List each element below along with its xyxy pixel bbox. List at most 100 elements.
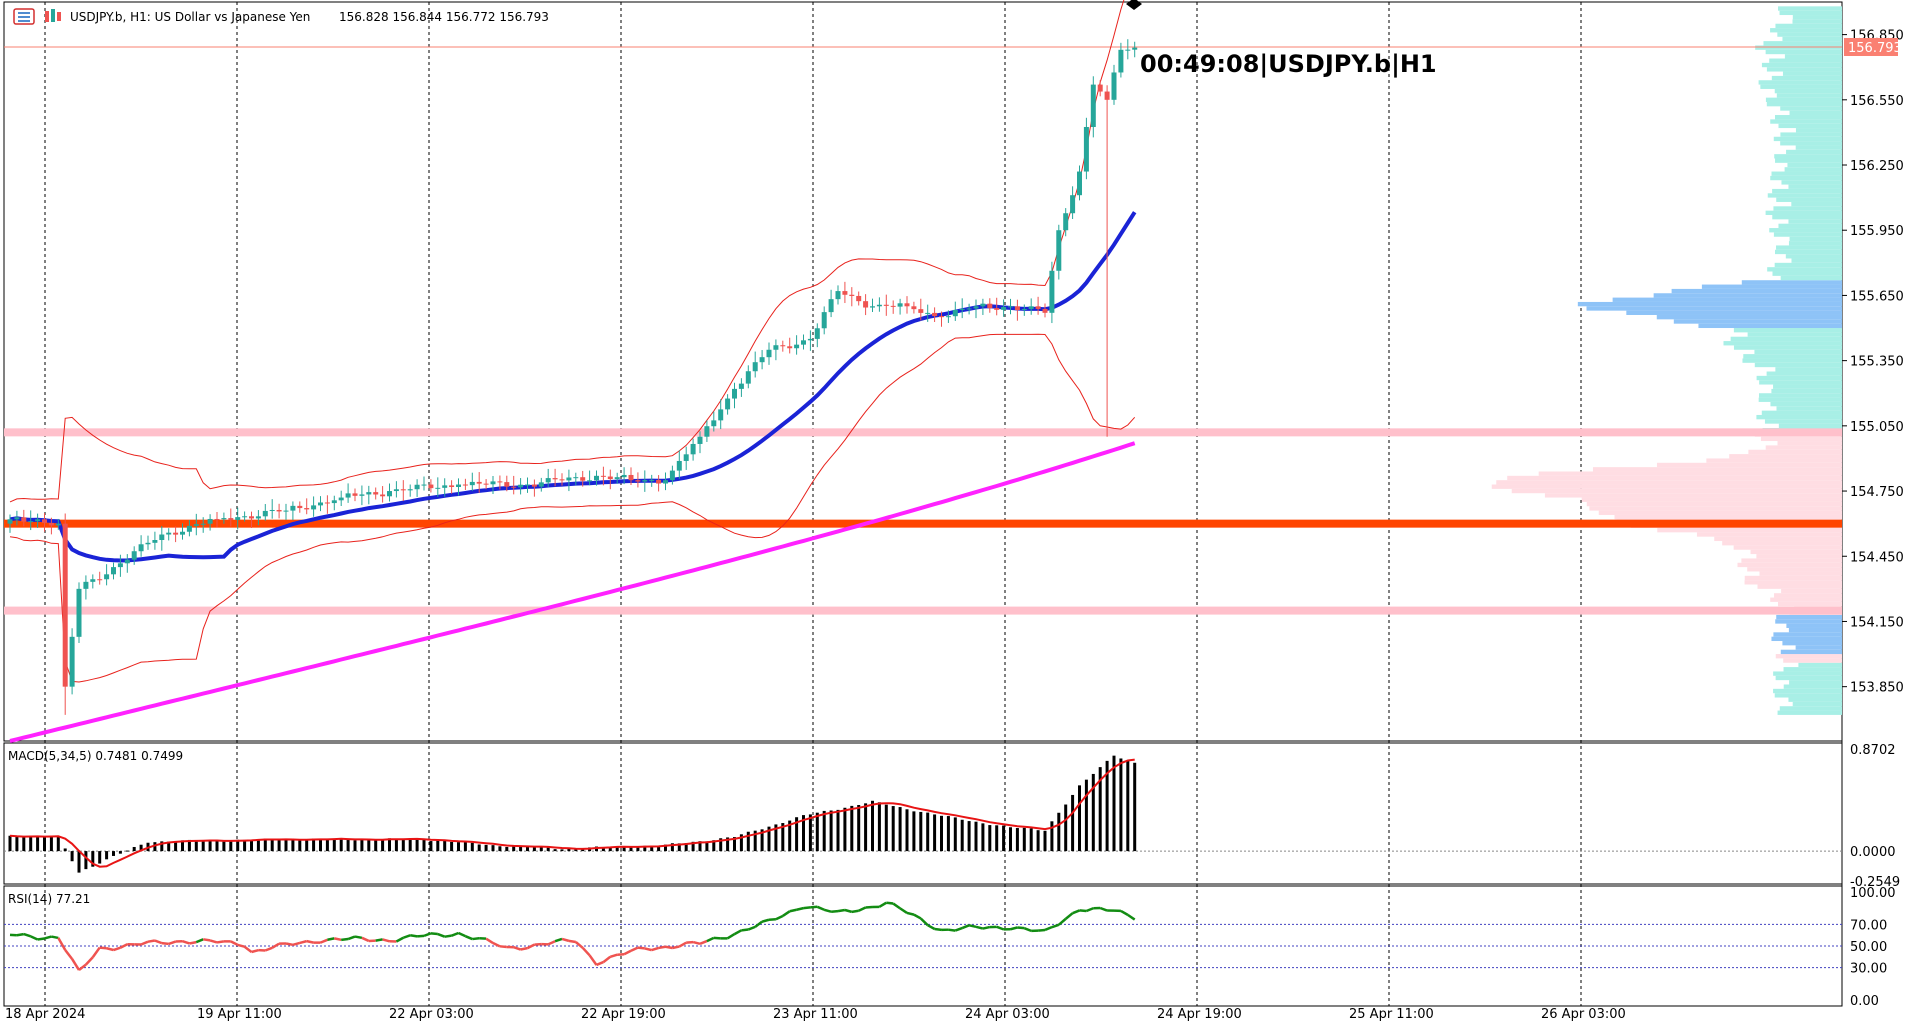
- rsi-segment: [1037, 928, 1046, 932]
- macd-bar: [546, 847, 550, 852]
- rsi-segment: [975, 925, 984, 930]
- rsi-segment: [672, 945, 680, 950]
- rsi-segment: [216, 940, 225, 944]
- volume-profile-bar: [1756, 554, 1842, 559]
- candle-body: [801, 340, 806, 345]
- macd-bar: [526, 846, 529, 852]
- rsi-segment: [457, 931, 466, 938]
- macd-bar: [670, 843, 674, 852]
- candle-body: [345, 493, 351, 498]
- levels-layer: [4, 46, 1842, 615]
- volume-profile-bar: [1760, 84, 1842, 89]
- macd-bar: [519, 845, 523, 852]
- rsi-segment: [816, 905, 825, 911]
- candle-body: [614, 477, 620, 480]
- rsi-segment: [99, 946, 107, 950]
- volume-profile-bar: [1598, 510, 1842, 515]
- volume-profile-bar: [1777, 32, 1842, 37]
- candle-body: [380, 494, 386, 497]
- volume-profile-bar: [1777, 710, 1842, 715]
- volume-profile-bar: [1766, 371, 1842, 376]
- volume-profile-bar: [1765, 210, 1842, 216]
- candle-body: [1090, 84, 1096, 127]
- candle-body: [104, 574, 110, 580]
- rsi-segment: [609, 953, 618, 958]
- candle-body: [656, 479, 662, 484]
- rsi-segment: [954, 926, 963, 932]
- candle-body: [269, 509, 275, 511]
- rsi-segment: [423, 932, 432, 938]
- candle-body: [159, 534, 165, 541]
- macd-bar: [574, 848, 578, 852]
- rsi-segment: [430, 932, 438, 936]
- rsi-segment: [382, 938, 390, 943]
- macd-tick-label: -0.2549: [1850, 875, 1900, 890]
- candle-body: [1049, 270, 1055, 313]
- rsi-segment: [754, 920, 763, 928]
- candle-body: [856, 295, 862, 302]
- macd-bar: [739, 834, 743, 852]
- macd-bar: [539, 846, 543, 852]
- macd-bar: [187, 839, 191, 852]
- rsi-segment: [347, 935, 356, 941]
- macd-bar: [1112, 755, 1116, 852]
- volume-profile-bar: [1795, 145, 1842, 150]
- rsi-segment: [775, 914, 784, 921]
- candle-body: [787, 346, 793, 349]
- rsi-segment: [1064, 912, 1074, 920]
- volume-profile-bar: [1775, 619, 1842, 624]
- volume-profile-bar: [1773, 136, 1842, 142]
- rsi-segment: [520, 946, 528, 951]
- candle-body: [469, 481, 475, 486]
- candle-body: [428, 484, 434, 489]
- candle-body: [1056, 230, 1062, 271]
- volume-profile-bar: [1765, 49, 1842, 55]
- y-tick-label: 155.350: [1850, 355, 1904, 370]
- candle-body: [435, 487, 441, 489]
- candle-body: [759, 357, 765, 363]
- macd-bar: [677, 843, 681, 852]
- candle-body: [766, 349, 772, 358]
- rsi-segment: [285, 942, 294, 947]
- rsi-segment: [968, 924, 977, 929]
- macd-bar: [401, 839, 405, 852]
- volume-profile-bar: [1775, 367, 1842, 372]
- macd-bar: [325, 839, 329, 852]
- candle-body: [255, 516, 261, 519]
- volume-profile-bar: [1786, 149, 1842, 155]
- macd-bar: [912, 811, 916, 852]
- volume-profile-bar: [1763, 41, 1842, 46]
- volume-profile-bar: [1538, 471, 1842, 476]
- macd-bar: [698, 841, 702, 852]
- chart-menu-icon[interactable]: [13, 8, 35, 25]
- rsi-segment: [37, 937, 45, 941]
- x-tick-label: 19 Apr 11:00: [197, 1007, 282, 1021]
- rsi-segment: [410, 934, 418, 938]
- volume-profile-bar: [1772, 188, 1842, 194]
- macd-bar: [664, 844, 667, 852]
- volume-profile-bar: [1744, 580, 1842, 585]
- macd-histogram: [4, 755, 1842, 873]
- rsi-segment: [568, 939, 577, 944]
- volume-profile-bar: [1698, 323, 1842, 329]
- rsi-segment: [810, 905, 818, 909]
- volume-profile-bar: [1722, 541, 1842, 546]
- rsi-segment: [16, 932, 25, 937]
- ma-slow-line: [9, 441, 1136, 743]
- candle-body: [228, 518, 234, 520]
- volume-profile-bar: [1714, 536, 1842, 542]
- rsi-segment: [623, 949, 632, 956]
- x-tick-label: 25 Apr 11:00: [1349, 1007, 1434, 1021]
- rsi-segment: [264, 946, 273, 952]
- macd-bar: [229, 840, 233, 852]
- rsi-segment: [906, 911, 915, 916]
- rsi-segment: [341, 937, 349, 942]
- level-zone: [4, 606, 1842, 615]
- bollinger-upper: [9, 0, 1125, 503]
- candle-body: [1014, 306, 1020, 311]
- volume-profile-bar: [1795, 645, 1842, 650]
- rsi-segment: [996, 925, 1005, 931]
- bollinger-lower: [9, 333, 1136, 683]
- time-axis: 18 Apr 2024 19 Apr 11:00 22 Apr 03:00 22 Ap…: [5, 1007, 1626, 1021]
